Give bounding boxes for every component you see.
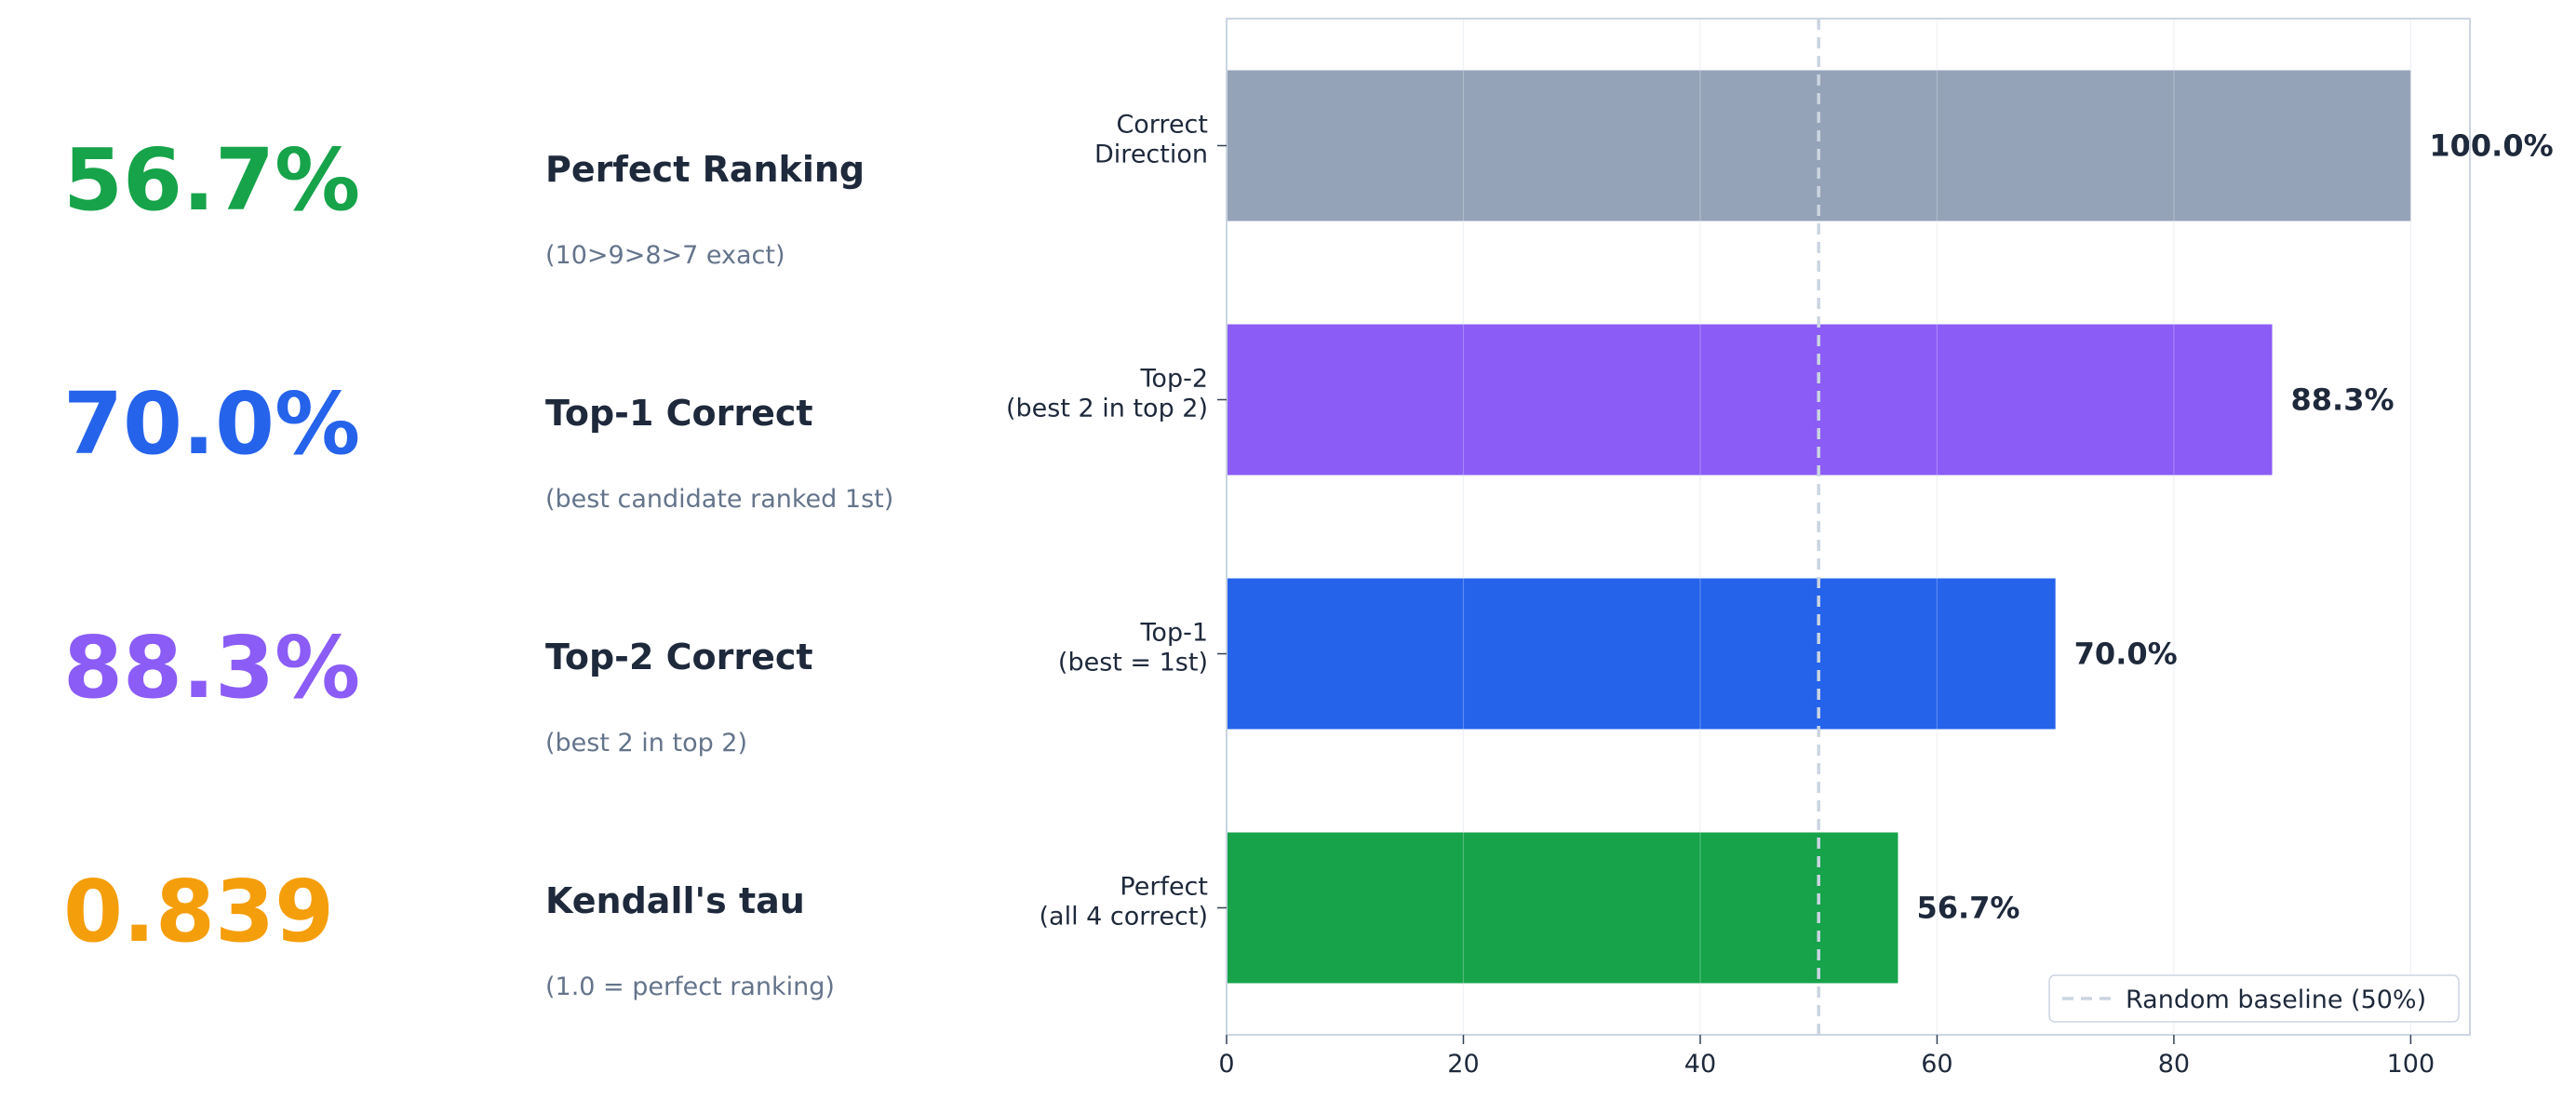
plot-frame [1226,18,2471,1036]
metric-value: 70.0% [63,374,361,474]
y-tick-label-1-1: (best 2 in top 2) [1006,395,1208,423]
legend-label: Random baseline (50%) [2126,986,2426,1014]
y-tick-label-3-1: (all 4 correct) [1040,903,1209,932]
metric-kendalls-tau: 0.839 Kendall's tau (1.0 = perfect ranki… [0,869,986,1113]
metric-value: 88.3% [63,618,361,717]
x-tick-label-0: 0 [1218,1050,1234,1079]
x-tick-label-5: 100 [2387,1050,2435,1079]
y-tick-label-2-0: Top-1 [1140,619,1208,648]
metric-note: (best candidate ranked 1st) [545,485,894,514]
metric-note: (10>9>8>7 exact) [545,241,785,270]
bar-0 [1227,70,2411,221]
data-label-2: 70.0% [2074,637,2178,672]
metric-label: Top-2 Correct [545,637,813,677]
metric-value: 56.7% [63,130,361,230]
bar-2 [1227,578,2056,730]
metric-label: Top-1 Correct [545,393,813,434]
metric-label: Perfect Ranking [545,149,865,190]
y-tick-label-1-0: Top-2 [1140,365,1208,394]
metric-note: (1.0 = perfect ranking) [545,972,835,1001]
y-tick-label-2-1: (best = 1st) [1058,649,1208,677]
legend-box [2048,974,2460,1023]
x-tick-label-3: 60 [1921,1050,1952,1079]
metric-value: 0.839 [63,862,335,961]
metric-label: Kendall's tau [545,880,805,921]
y-tick-label-3-0: Perfect [1120,873,1208,902]
metric-top1-correct: 70.0% Top-1 Correct (best candidate rank… [0,382,986,625]
y-tick-label-0-0: Correct [1116,111,1208,140]
metric-perfect-ranking: 56.7% Perfect Ranking (10>9>8>7 exact) [0,138,986,382]
metric-top2-correct: 88.3% Top-2 Correct (best 2 in top 2) [0,625,986,869]
x-tick-label-1: 20 [1447,1050,1479,1079]
data-label-1: 88.3% [2291,382,2395,418]
bar-3 [1227,832,1898,984]
bar-1 [1227,324,2273,476]
x-tick-label-4: 80 [2158,1050,2190,1079]
data-label-0: 100.0% [2429,128,2553,164]
y-tick-label-0-1: Direction [1094,141,1208,169]
x-tick-label-2: 40 [1684,1050,1716,1079]
data-label-3: 56.7% [1916,891,2019,926]
metric-note: (best 2 in top 2) [545,729,748,758]
